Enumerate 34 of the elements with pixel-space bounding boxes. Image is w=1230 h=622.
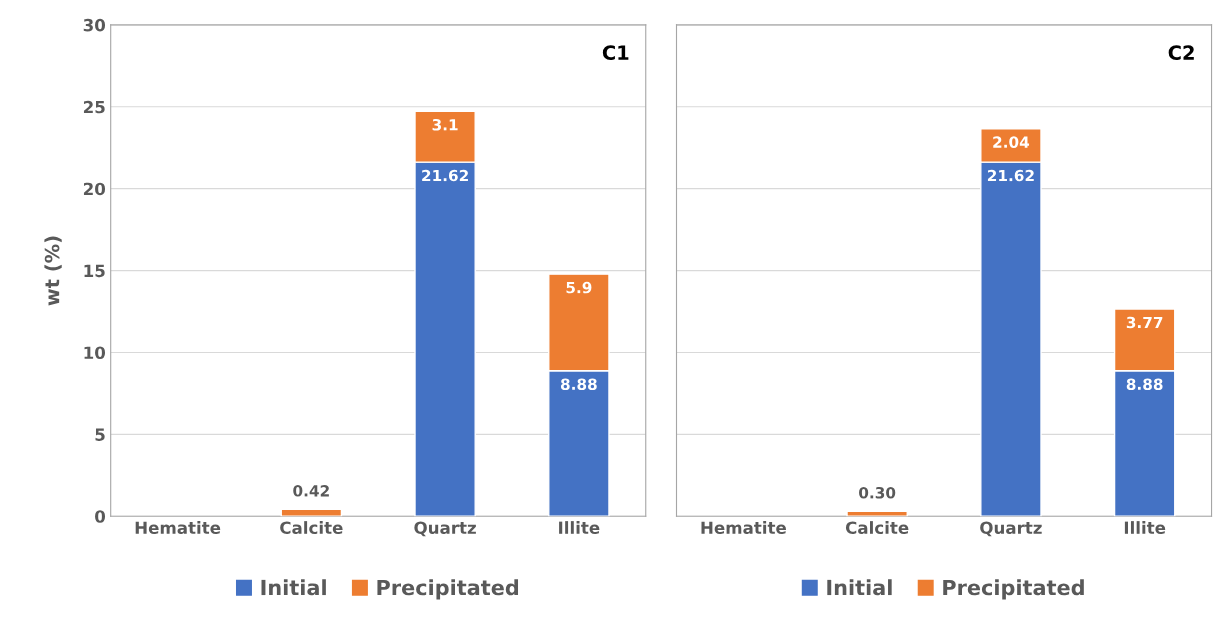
data-label: 21.62 [422,169,468,182]
x-tick-label: Illite [559,521,600,535]
bar [846,510,908,517]
legend-label: Precipitated [377,579,519,600]
data-label: 0.30 [859,487,896,499]
x-tick-label: Calcite [845,521,909,535]
data-label: 8.88 [560,378,597,390]
text: C2 [1168,45,1194,60]
data-label: 8.88 [1126,378,1163,390]
bar [280,508,343,517]
data-label: 5.9 [566,281,592,294]
x-tick-label: Hematite [701,521,786,535]
x-tick-label: Illite [1124,521,1166,535]
y-tick-label: 20 [83,182,106,196]
data-label: 21.62 [987,169,1034,182]
y-tick-label: 10 [84,346,106,360]
legend-label: Precipitated [943,579,1084,600]
y-tick-label: 0 [95,510,106,523]
legend-label: Initial [827,579,892,596]
data-label: 0.42 [293,485,329,497]
y-tick-label: 25 [83,100,105,114]
y-tick-label: 15 [84,264,105,278]
y-tick-label: 30 [83,18,106,32]
x-tick-label: Calcite [280,521,343,535]
data-label: 3.1 [432,118,458,131]
y-tick-label: 5 [95,428,105,441]
legend-label: Initial [261,579,326,596]
y-axis-title: wt (%) [44,236,62,306]
data-label: 2.04 [993,136,1030,148]
x-tick-label: Hematite [135,521,221,535]
x-tick-label: Quartz [414,521,476,537]
data-label: 3.77 [1126,316,1163,329]
x-tick-label: Quartz [980,521,1042,537]
text: C1 [602,45,629,60]
